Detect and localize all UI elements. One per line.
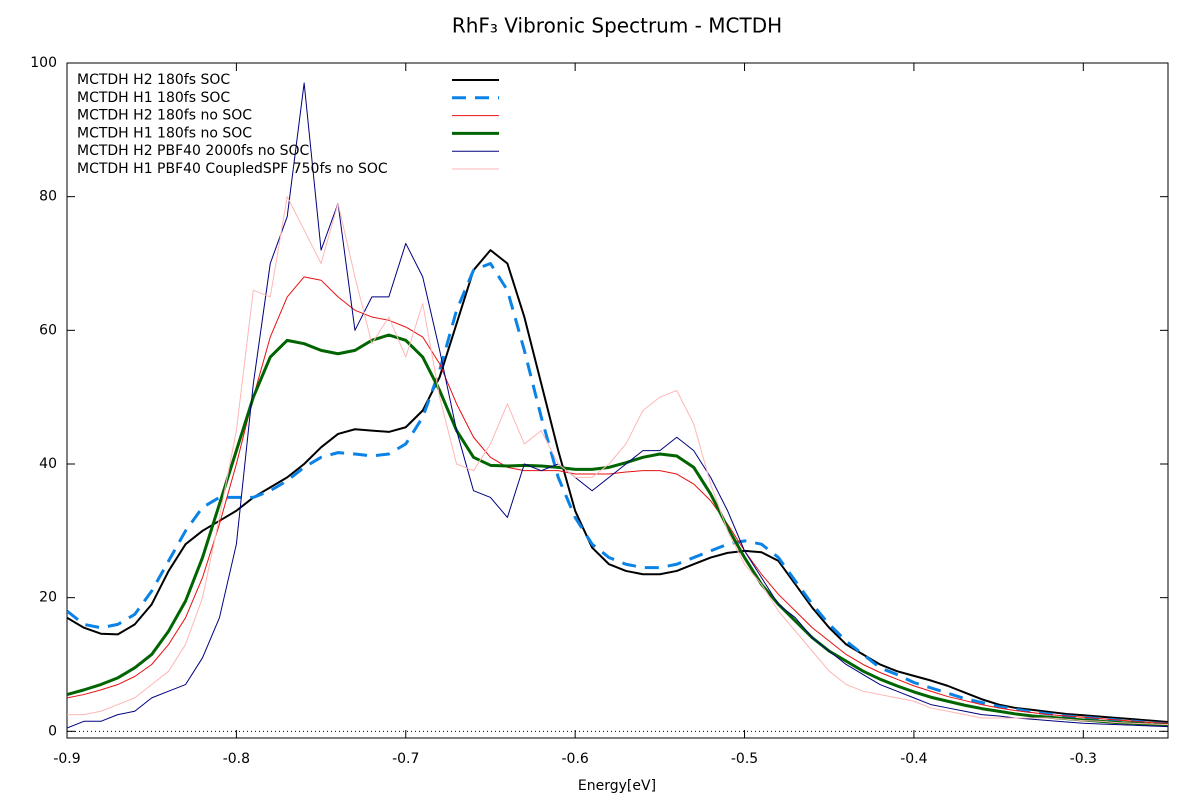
series-line — [67, 196, 1168, 726]
x-tick-label: -0.9 — [53, 751, 80, 767]
y-tick-label: 0 — [48, 723, 57, 739]
series-line — [67, 249, 1168, 723]
y-tick-label: 20 — [39, 590, 57, 606]
x-tick-label: -0.5 — [731, 751, 758, 767]
legend-label: MCTDH H2 180fs no SOC — [77, 108, 252, 124]
legend-label: MCTDH H2 PBF40 2000fs no SOC — [77, 143, 310, 159]
series-line — [67, 82, 1168, 729]
legend-label: MCTDH H2 180fs SOC — [77, 72, 230, 88]
x-tick-label: -0.8 — [223, 751, 250, 767]
x-tick-label: -0.7 — [392, 751, 419, 767]
legend-label: MCTDH H1 180fs SOC — [77, 90, 230, 106]
series-line — [67, 262, 1168, 726]
legend-label: MCTDH H1 PBF40 CoupledSPF 750fs no SOC — [77, 161, 388, 177]
x-tick-label: -0.3 — [1070, 751, 1097, 767]
legend-label: MCTDH H1 180fs no SOC — [77, 125, 252, 141]
x-tick-label: -0.6 — [561, 751, 588, 767]
chart-title: RhF₃ Vibronic Spectrum - MCTDH — [452, 14, 782, 38]
x-axis-label: Energy[eV] — [578, 778, 656, 794]
plot-frame — [66, 62, 1169, 739]
y-tick-label: 80 — [39, 189, 57, 205]
y-tick-label: 40 — [39, 456, 57, 472]
plot-area — [67, 82, 1168, 729]
y-tick-label: 60 — [39, 322, 57, 338]
y-tick-label: 100 — [30, 55, 57, 71]
x-tick-label: -0.4 — [900, 751, 927, 767]
